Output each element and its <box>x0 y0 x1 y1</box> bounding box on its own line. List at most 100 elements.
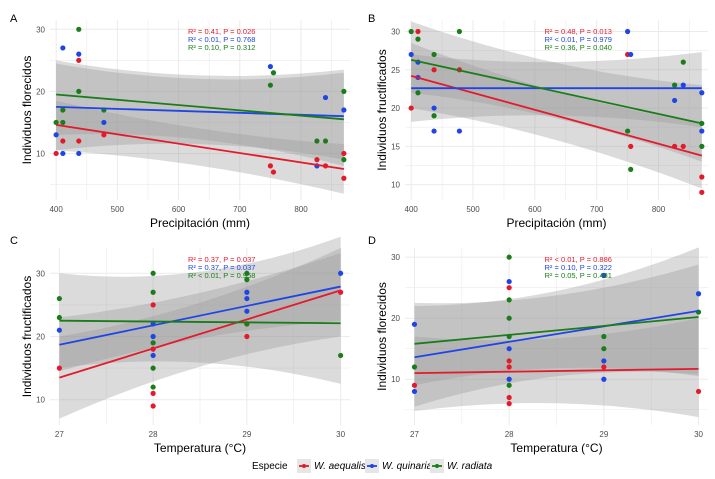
data-point <box>506 297 512 303</box>
data-point <box>699 174 705 180</box>
data-point <box>150 289 156 295</box>
y-axis-label: Individuos fructificados <box>375 49 389 170</box>
data-point <box>267 82 274 88</box>
x-tick-label: 700 <box>233 205 247 214</box>
data-point <box>76 26 82 32</box>
data-point <box>506 278 512 285</box>
data-point <box>601 333 607 340</box>
panel-letter: A <box>10 13 18 25</box>
data-point <box>506 364 512 370</box>
data-point <box>408 28 414 35</box>
data-point <box>60 138 66 144</box>
regression-line <box>410 75 703 157</box>
data-point <box>338 270 344 276</box>
y-tick-label: 30 <box>391 27 400 36</box>
confidence-band <box>414 264 699 386</box>
y-tick-label: 10 <box>391 375 400 384</box>
data-point <box>244 277 250 283</box>
data-point <box>101 119 107 126</box>
data-point <box>150 340 156 346</box>
data-point <box>150 390 156 396</box>
data-point <box>506 254 512 260</box>
data-point <box>56 295 62 302</box>
data-point <box>506 315 512 321</box>
data-point <box>415 28 421 35</box>
data-point <box>699 128 705 134</box>
panel-letter: D <box>368 235 376 247</box>
data-point <box>53 150 59 157</box>
x-tick-label: 500 <box>466 205 480 214</box>
data-point <box>601 358 607 364</box>
data-point <box>699 120 705 127</box>
data-point <box>314 157 320 163</box>
data-point <box>695 291 702 297</box>
stat-label: R² = 0.36, P = 0.040 <box>545 43 612 52</box>
data-point <box>415 36 421 42</box>
data-point <box>60 45 66 51</box>
stat-label: R² = 0.10, P = 0.312 <box>188 43 255 52</box>
regression-line <box>59 285 341 346</box>
regression-line <box>59 289 341 379</box>
y-tick-label: 30 <box>391 253 400 262</box>
y-axis-label: Individuos florecidos <box>375 282 389 391</box>
stat-label: R² = 0.48, P = 0.013 <box>545 27 612 36</box>
data-point <box>53 132 59 138</box>
data-point <box>60 119 66 126</box>
data-point <box>628 166 634 172</box>
regression-line <box>414 316 699 345</box>
x-tick-label: 28 <box>149 430 158 439</box>
y-tick-label: 10 <box>36 396 45 405</box>
stat-label: R² < 0.01, P = 0.886 <box>545 255 612 264</box>
data-point <box>101 132 107 138</box>
panel-C: 27 28 29 30 10 20 30 Temperatura (°C) Individuos… <box>10 235 350 455</box>
data-point <box>699 189 705 195</box>
data-point <box>244 333 250 340</box>
data-point <box>601 376 607 382</box>
x-tick-label: 700 <box>590 205 604 214</box>
data-point <box>338 352 344 359</box>
y-tick-label: 30 <box>36 269 45 278</box>
data-point <box>150 302 156 308</box>
x-tick-label: 30 <box>336 430 345 439</box>
data-point <box>506 376 512 382</box>
data-point <box>625 128 631 134</box>
y-tick-label: 25 <box>391 66 400 75</box>
x-tick-label: 28 <box>505 430 514 439</box>
x-tick-label: 800 <box>652 205 666 214</box>
data-point <box>601 346 607 352</box>
data-point <box>76 51 82 57</box>
regression-line <box>59 319 341 325</box>
confidence-band <box>411 52 702 128</box>
data-point <box>76 138 82 144</box>
data-point <box>506 285 512 291</box>
data-point <box>506 401 512 407</box>
data-point <box>601 364 607 370</box>
data-point <box>506 346 512 352</box>
data-point <box>150 403 156 409</box>
data-point <box>150 270 156 276</box>
data-point <box>270 70 277 76</box>
stat-label: R² < 0.01, P = 0.979 <box>545 35 612 44</box>
legend-entry: W. radiata <box>447 461 493 472</box>
legend-dot <box>302 464 306 468</box>
x-tick-label: 30 <box>694 430 703 439</box>
x-tick-label: 27 <box>55 430 64 439</box>
panel-A: 400 500 600 700 800 10 20 30 Precipitación (mm) I… <box>10 13 350 230</box>
legend-entry: W. aequalis <box>314 461 366 472</box>
y-tick-label: 20 <box>391 104 400 113</box>
x-tick-label: 27 <box>410 430 419 439</box>
y-tick-label: 10 <box>391 181 400 190</box>
data-point <box>314 138 320 144</box>
legend-title: Especie <box>252 461 288 472</box>
data-point <box>431 51 437 58</box>
data-point <box>680 59 686 65</box>
x-axis-label: Precipitación (mm) <box>150 216 250 230</box>
x-tick-label: 29 <box>599 430 608 439</box>
data-point <box>244 270 250 276</box>
data-point <box>411 388 418 395</box>
data-point <box>53 119 59 126</box>
data-point <box>628 51 634 58</box>
regression-line <box>55 124 345 170</box>
data-point <box>150 333 156 340</box>
stat-label: R² = 0.10, P = 0.322 <box>545 263 612 272</box>
